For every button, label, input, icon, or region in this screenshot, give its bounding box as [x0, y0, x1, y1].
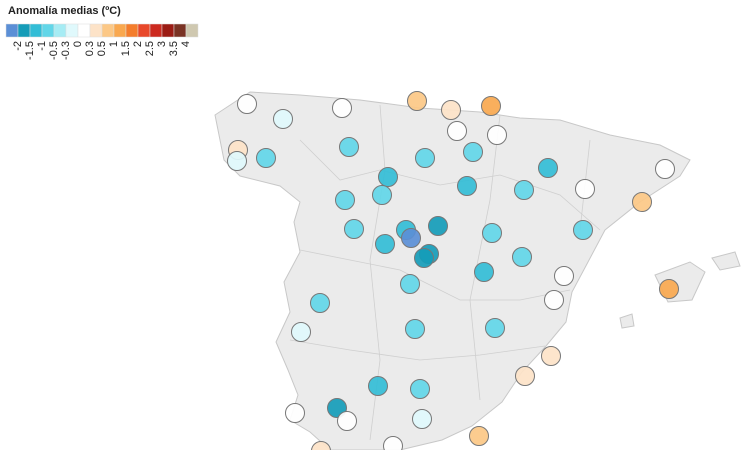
station — [415, 148, 435, 168]
legend-label: 0.5 — [96, 41, 108, 56]
station — [405, 319, 425, 339]
station — [441, 100, 461, 120]
legend-swatch — [65, 23, 79, 38]
station — [273, 109, 293, 129]
station — [485, 318, 505, 338]
legend-label: 2 — [132, 41, 144, 47]
station — [457, 176, 477, 196]
station — [659, 279, 679, 299]
legend-label: 1 — [108, 41, 120, 47]
legend-label: 3 — [156, 41, 168, 47]
station — [481, 96, 501, 116]
station — [400, 274, 420, 294]
station — [378, 167, 398, 187]
station — [512, 247, 532, 267]
legend-label: 0 — [72, 41, 84, 47]
legend-swatch — [137, 23, 151, 38]
legend-swatch — [53, 23, 67, 38]
legend-label: -0.5 — [48, 41, 60, 60]
station — [237, 94, 257, 114]
legend-swatch — [125, 23, 139, 38]
legend-label: 4 — [180, 41, 192, 47]
stations — [227, 91, 679, 450]
station — [337, 411, 357, 431]
legend-label: -2 — [12, 41, 24, 51]
station — [487, 125, 507, 145]
station — [383, 436, 403, 450]
station — [412, 409, 432, 429]
station — [344, 219, 364, 239]
legend-title: Anomalía medias (ºC) — [8, 5, 121, 17]
station — [410, 379, 430, 399]
station — [310, 293, 330, 313]
station — [311, 441, 331, 450]
station — [632, 192, 652, 212]
station — [407, 91, 427, 111]
legend-swatch — [113, 23, 127, 38]
legend-swatch — [149, 23, 163, 38]
station — [573, 220, 593, 240]
balearic-islands — [619, 251, 741, 329]
legend-swatch — [77, 23, 91, 38]
station — [335, 190, 355, 210]
station — [544, 290, 564, 310]
legend-label: -1 — [36, 41, 48, 51]
station — [575, 179, 595, 199]
station — [285, 403, 305, 423]
legend-swatch — [5, 23, 19, 38]
station — [291, 322, 311, 342]
station — [428, 216, 448, 236]
legend-label: -0.3 — [60, 41, 72, 60]
station — [515, 366, 535, 386]
station — [375, 234, 395, 254]
legend-label: 1.5 — [120, 41, 132, 56]
station — [541, 346, 561, 366]
station — [474, 262, 494, 282]
legend-swatch — [41, 23, 55, 38]
legend: Anomalía medias (ºC) -2 -1.5 -1 -0.5 -0.3 0 0.… — [5, 5, 199, 60]
legend-swatch — [185, 23, 199, 38]
station — [332, 98, 352, 118]
legend-swatch — [161, 23, 175, 38]
station — [227, 151, 247, 171]
station — [368, 376, 388, 396]
station — [256, 148, 276, 168]
station — [414, 248, 434, 268]
station — [401, 228, 421, 248]
station — [482, 223, 502, 243]
station — [469, 426, 489, 446]
legend-swatch — [89, 23, 103, 38]
station — [538, 158, 558, 178]
station — [339, 137, 359, 157]
station — [447, 121, 467, 141]
station — [463, 142, 483, 162]
legend-label: 2.5 — [144, 41, 156, 56]
station — [372, 185, 392, 205]
legend-swatch — [173, 23, 187, 38]
legend-swatch — [29, 23, 43, 38]
legend-swatch — [17, 23, 31, 38]
legend-swatch — [101, 23, 115, 38]
legend-label: 3.5 — [168, 41, 180, 56]
legend-label: 0.3 — [84, 41, 96, 56]
station — [514, 180, 534, 200]
station — [554, 266, 574, 286]
legend-label: -1.5 — [24, 41, 36, 60]
station — [655, 159, 675, 179]
peninsula — [214, 91, 691, 450]
